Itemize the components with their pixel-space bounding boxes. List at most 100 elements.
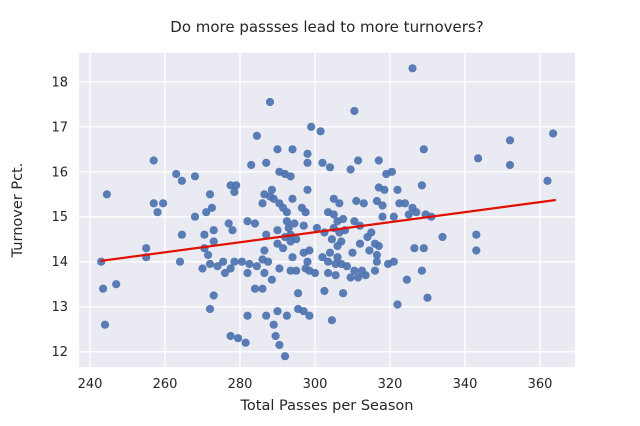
data-point — [99, 284, 108, 293]
data-point — [331, 259, 340, 269]
data-point — [327, 316, 336, 325]
data-point — [339, 214, 348, 224]
data-point — [380, 185, 389, 194]
data-point — [472, 230, 481, 239]
data-point — [324, 257, 333, 266]
data-point — [172, 169, 181, 179]
data-point — [393, 300, 402, 309]
data-point — [299, 307, 308, 316]
y-tick-labels: 12 13 14 15 16 17 18 — [51, 75, 68, 360]
data-point — [205, 259, 215, 269]
data-point — [224, 219, 233, 228]
data-point — [153, 208, 162, 217]
data-point — [374, 241, 383, 251]
y-tick-label: 14 — [51, 255, 68, 270]
data-point — [346, 273, 355, 282]
data-point — [301, 208, 310, 217]
data-point — [549, 129, 558, 138]
data-point — [320, 286, 329, 296]
data-point — [102, 190, 111, 199]
data-point — [337, 237, 346, 246]
data-point — [404, 210, 413, 219]
data-point — [282, 208, 291, 217]
y-tick-label: 15 — [51, 210, 68, 225]
data-point — [243, 311, 252, 320]
data-point — [280, 352, 290, 361]
data-point — [284, 223, 293, 233]
data-point — [288, 194, 297, 203]
y-tick-label: 13 — [51, 300, 68, 315]
data-point — [190, 172, 200, 181]
data-point — [342, 262, 351, 271]
data-point — [352, 196, 361, 206]
data-point — [393, 185, 402, 194]
data-point — [149, 199, 158, 208]
data-point — [305, 246, 314, 255]
data-point — [252, 131, 261, 140]
data-point — [213, 262, 222, 271]
data-point — [543, 176, 552, 185]
data-point — [325, 248, 335, 257]
data-point — [207, 203, 216, 212]
data-point — [232, 181, 241, 190]
data-point — [387, 167, 396, 176]
data-point — [245, 259, 254, 269]
data-point — [329, 210, 338, 219]
data-point — [412, 208, 421, 217]
data-point — [250, 284, 260, 293]
data-point — [262, 230, 271, 239]
data-point — [389, 212, 398, 221]
data-point — [305, 311, 314, 320]
data-point — [350, 217, 359, 226]
data-point — [220, 268, 230, 278]
data-point — [209, 226, 218, 235]
data-point — [419, 145, 428, 154]
data-point — [363, 232, 372, 242]
regression-line — [100, 199, 557, 262]
data-point — [267, 275, 276, 284]
y-tick-label: 17 — [51, 120, 68, 135]
data-point — [292, 266, 301, 275]
data-point — [237, 257, 246, 266]
data-point — [438, 232, 447, 242]
data-point — [329, 194, 338, 203]
data-point — [505, 160, 515, 170]
data-point — [325, 163, 335, 172]
data-point — [252, 262, 261, 271]
data-point — [262, 158, 271, 167]
data-point — [271, 331, 280, 341]
data-point — [273, 239, 282, 248]
data-point — [303, 257, 312, 266]
data-point — [219, 257, 228, 266]
data-point — [370, 266, 380, 275]
data-point — [279, 244, 288, 253]
data-point — [290, 219, 299, 228]
data-point — [327, 235, 336, 244]
data-point — [335, 228, 344, 237]
data-point — [112, 280, 121, 289]
data-point — [350, 266, 359, 275]
data-point — [260, 246, 269, 255]
data-point — [209, 291, 218, 300]
data-point — [310, 268, 320, 278]
data-point — [474, 154, 483, 163]
data-point — [378, 212, 387, 221]
data-point — [142, 244, 151, 253]
data-point — [372, 196, 381, 206]
x-tick-label: 340 — [453, 377, 478, 392]
data-point — [202, 208, 211, 217]
x-tick-label: 320 — [378, 377, 403, 392]
data-point — [273, 307, 282, 316]
data-point — [286, 172, 295, 181]
data-point — [505, 136, 515, 145]
data-point — [258, 284, 267, 293]
x-tick-label: 280 — [228, 377, 253, 392]
data-point — [331, 271, 340, 280]
x-tick-label: 240 — [78, 377, 103, 392]
data-point — [372, 250, 381, 260]
data-point — [247, 160, 256, 170]
data-point — [307, 122, 316, 131]
data-point — [230, 187, 239, 197]
